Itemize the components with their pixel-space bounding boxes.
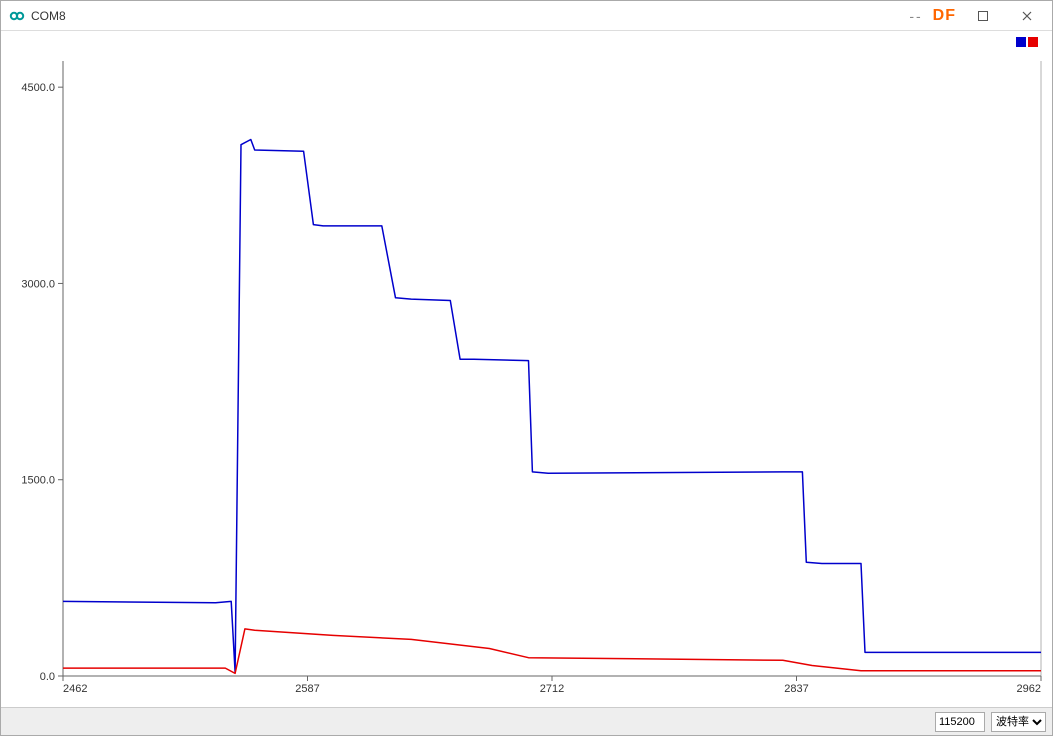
svg-text:2712: 2712 [540,683,564,695]
svg-text:4500.0: 4500.0 [21,82,55,94]
plot-area: 0.0 1500.0 3000.0 4500.0 2462 2587 2712 2837 296… [1,31,1052,707]
statusbar: 波特率 [1,707,1052,735]
window-title: COM8 [31,9,66,23]
legend-swatch [1016,37,1026,47]
svg-text:1500.0: 1500.0 [21,475,55,487]
svg-text:2462: 2462 [63,683,87,695]
svg-text:2962: 2962 [1017,683,1041,695]
titlebar: COM8 -- DF [1,1,1052,31]
svg-text:2587: 2587 [295,683,319,695]
serial-plotter-window: COM8 -- DF 0.0 1500.0 3000.0 4500.0 2462 2587… [0,0,1053,736]
plot-canvas: 0.0 1500.0 3000.0 4500.0 2462 2587 2712 2837 296… [1,31,1052,707]
legend [1016,37,1038,47]
svg-text:0.0: 0.0 [40,671,55,683]
arduino-icon [9,8,25,24]
svg-text:3000.0: 3000.0 [21,278,55,290]
df-logo: DF [933,7,956,25]
close-icon[interactable] [1010,4,1044,28]
df-dashes: -- [909,8,922,24]
legend-swatch [1028,37,1038,47]
baud-input[interactable] [935,712,985,732]
maximize-icon[interactable] [966,4,1000,28]
svg-text:2837: 2837 [784,683,808,695]
baud-select[interactable]: 波特率 [991,712,1046,732]
